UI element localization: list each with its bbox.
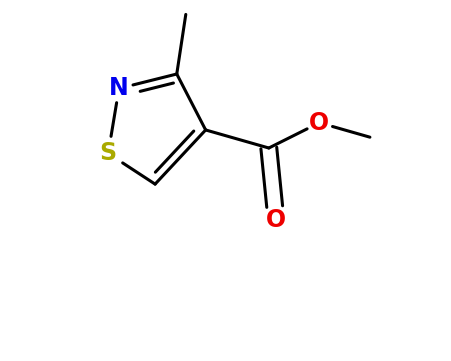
Text: O: O (309, 111, 329, 135)
Text: O: O (266, 208, 286, 232)
Text: N: N (109, 77, 129, 100)
Text: S: S (100, 142, 117, 165)
